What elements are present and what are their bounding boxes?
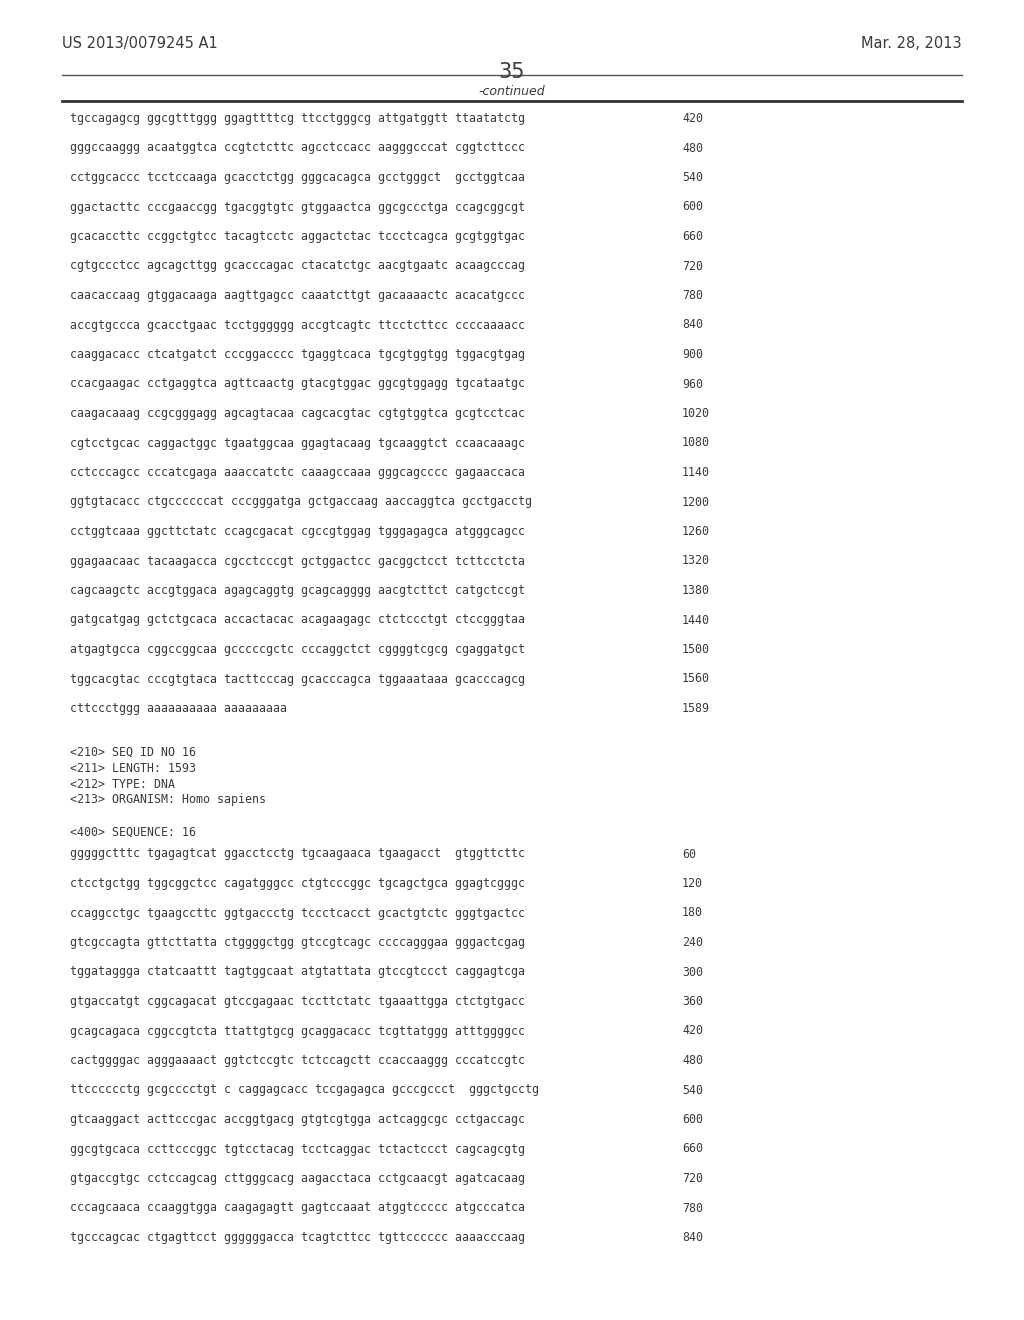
Text: 420: 420	[682, 112, 703, 125]
Text: 60: 60	[682, 847, 696, 861]
Text: 840: 840	[682, 1232, 703, 1243]
Text: 1589: 1589	[682, 702, 710, 715]
Text: 780: 780	[682, 289, 703, 302]
Text: gtcgccagta gttcttatta ctggggctgg gtccgtcagc ccccagggaa gggactcgag: gtcgccagta gttcttatta ctggggctgg gtccgtc…	[70, 936, 525, 949]
Text: 960: 960	[682, 378, 703, 391]
Text: tgccagagcg ggcgtttggg ggagttttcg ttcctgggcg attgatggtt ttaatatctg: tgccagagcg ggcgtttggg ggagttttcg ttcctgg…	[70, 112, 525, 125]
Text: cctcccagcc cccatcgaga aaaccatctc caaagccaaa gggcagcccc gagaaccaca: cctcccagcc cccatcgaga aaaccatctc caaagcc…	[70, 466, 525, 479]
Text: 900: 900	[682, 348, 703, 360]
Text: gggggctttc tgagagtcat ggacctcctg tgcaagaaca tgaagacct  gtggttcttc: gggggctttc tgagagtcat ggacctcctg tgcaaga…	[70, 847, 525, 861]
Text: 1500: 1500	[682, 643, 710, 656]
Text: 180: 180	[682, 907, 703, 920]
Text: gtgaccatgt cggcagacat gtccgagaac tccttctatc tgaaattgga ctctgtgacc: gtgaccatgt cggcagacat gtccgagaac tccttct…	[70, 995, 525, 1008]
Text: 300: 300	[682, 965, 703, 978]
Text: 1260: 1260	[682, 525, 710, 539]
Text: 1440: 1440	[682, 614, 710, 627]
Text: caacaccaag gtggacaaga aagttgagcc caaatcttgt gacaaaactc acacatgccc: caacaccaag gtggacaaga aagttgagcc caaatct…	[70, 289, 525, 302]
Text: ggactacttc cccgaaccgg tgacggtgtc gtggaactca ggcgccctga ccagcggcgt: ggactacttc cccgaaccgg tgacggtgtc gtggaac…	[70, 201, 525, 214]
Text: atgagtgcca cggccggcaa gcccccgctc cccaggctct cggggtcgcg cgaggatgct: atgagtgcca cggccggcaa gcccccgctc cccaggc…	[70, 643, 525, 656]
Text: <212> TYPE: DNA: <212> TYPE: DNA	[70, 777, 175, 791]
Text: 240: 240	[682, 936, 703, 949]
Text: cgtgccctcc agcagcttgg gcacccagac ctacatctgc aacgtgaatc acaagcccag: cgtgccctcc agcagcttgg gcacccagac ctacatc…	[70, 260, 525, 272]
Text: tggcacgtac cccgtgtaca tacttcccag gcacccagca tggaaataaa gcacccagcg: tggcacgtac cccgtgtaca tacttcccag gcaccca…	[70, 672, 525, 685]
Text: cccagcaaca ccaaggtgga caagagagtt gagtccaaat atggtccccc atgcccatca: cccagcaaca ccaaggtgga caagagagtt gagtcca…	[70, 1201, 525, 1214]
Text: tggataggga ctatcaattt tagtggcaat atgtattata gtccgtccct caggagtcga: tggataggga ctatcaattt tagtggcaat atgtatt…	[70, 965, 525, 978]
Text: 120: 120	[682, 876, 703, 890]
Text: 35: 35	[499, 62, 525, 82]
Text: 1200: 1200	[682, 495, 710, 508]
Text: 1380: 1380	[682, 583, 710, 597]
Text: caagacaaag ccgcgggagg agcagtacaa cagcacgtac cgtgtggtca gcgtcctcac: caagacaaag ccgcgggagg agcagtacaa cagcacg…	[70, 407, 525, 420]
Text: 780: 780	[682, 1201, 703, 1214]
Text: 1140: 1140	[682, 466, 710, 479]
Text: 540: 540	[682, 1084, 703, 1097]
Text: cttccctggg aaaaaaaaaa aaaaaaaaa: cttccctggg aaaaaaaaaa aaaaaaaaa	[70, 702, 287, 715]
Text: cctggtcaaa ggcttctatc ccagcgacat cgccgtggag tgggagagca atgggcagcc: cctggtcaaa ggcttctatc ccagcgacat cgccgtg…	[70, 525, 525, 539]
Text: <210> SEQ ID NO 16: <210> SEQ ID NO 16	[70, 746, 196, 759]
Text: gcagcagaca cggccgtcta ttattgtgcg gcaggacacc tcgttatggg atttggggcc: gcagcagaca cggccgtcta ttattgtgcg gcaggac…	[70, 1024, 525, 1038]
Text: ggagaacaac tacaagacca cgcctcccgt gctggactcc gacggctcct tcttcctcta: ggagaacaac tacaagacca cgcctcccgt gctggac…	[70, 554, 525, 568]
Text: caaggacacc ctcatgatct cccggacccc tgaggtcaca tgcgtggtgg tggacgtgag: caaggacacc ctcatgatct cccggacccc tgaggtc…	[70, 348, 525, 360]
Text: 480: 480	[682, 1053, 703, 1067]
Text: Mar. 28, 2013: Mar. 28, 2013	[861, 36, 962, 51]
Text: <213> ORGANISM: Homo sapiens: <213> ORGANISM: Homo sapiens	[70, 793, 266, 807]
Text: 1020: 1020	[682, 407, 710, 420]
Text: gggccaaggg acaatggtca ccgtctcttc agcctccacc aagggcccat cggtcttccc: gggccaaggg acaatggtca ccgtctcttc agcctcc…	[70, 141, 525, 154]
Text: 660: 660	[682, 1143, 703, 1155]
Text: 420: 420	[682, 1024, 703, 1038]
Text: cagcaagctc accgtggaca agagcaggtg gcagcagggg aacgtcttct catgctccgt: cagcaagctc accgtggaca agagcaggtg gcagcag…	[70, 583, 525, 597]
Text: 600: 600	[682, 1113, 703, 1126]
Text: gcacaccttc ccggctgtcc tacagtcctc aggactctac tccctcagca gcgtggtgac: gcacaccttc ccggctgtcc tacagtcctc aggactc…	[70, 230, 525, 243]
Text: cgtcctgcac caggactggc tgaatggcaa ggagtacaag tgcaaggtct ccaacaaagc: cgtcctgcac caggactggc tgaatggcaa ggagtac…	[70, 437, 525, 450]
Text: ttcccccctg gcgcccctgt c caggagcacc tccgagagca gcccgccct  gggctgcctg: ttcccccctg gcgcccctgt c caggagcacc tccga…	[70, 1084, 539, 1097]
Text: US 2013/0079245 A1: US 2013/0079245 A1	[62, 36, 218, 51]
Text: gtgaccgtgc cctccagcag cttgggcacg aagacctaca cctgcaacgt agatcacaag: gtgaccgtgc cctccagcag cttgggcacg aagacct…	[70, 1172, 525, 1185]
Text: <211> LENGTH: 1593: <211> LENGTH: 1593	[70, 762, 196, 775]
Text: ggcgtgcaca ccttcccggc tgtcctacag tcctcaggac tctactccct cagcagcgtg: ggcgtgcaca ccttcccggc tgtcctacag tcctcag…	[70, 1143, 525, 1155]
Text: 840: 840	[682, 318, 703, 331]
Text: 360: 360	[682, 995, 703, 1008]
Text: 1560: 1560	[682, 672, 710, 685]
Text: 600: 600	[682, 201, 703, 214]
Text: ctcctgctgg tggcggctcc cagatgggcc ctgtcccggc tgcagctgca ggagtcgggc: ctcctgctgg tggcggctcc cagatgggcc ctgtccc…	[70, 876, 525, 890]
Text: 720: 720	[682, 1172, 703, 1185]
Text: ccacgaagac cctgaggtca agttcaactg gtacgtggac ggcgtggagg tgcataatgc: ccacgaagac cctgaggtca agttcaactg gtacgtg…	[70, 378, 525, 391]
Text: 480: 480	[682, 141, 703, 154]
Text: 1080: 1080	[682, 437, 710, 450]
Text: 720: 720	[682, 260, 703, 272]
Text: 660: 660	[682, 230, 703, 243]
Text: ggtgtacacc ctgccccccat cccgggatga gctgaccaag aaccaggtca gcctgacctg: ggtgtacacc ctgccccccat cccgggatga gctgac…	[70, 495, 532, 508]
Text: <400> SEQUENCE: 16: <400> SEQUENCE: 16	[70, 825, 196, 838]
Text: ccaggcctgc tgaagccttc ggtgaccctg tccctcacct gcactgtctc gggtgactcc: ccaggcctgc tgaagccttc ggtgaccctg tccctca…	[70, 907, 525, 920]
Text: cctggcaccc tcctccaaga gcacctctgg gggcacagca gcctgggct  gcctggtcaa: cctggcaccc tcctccaaga gcacctctgg gggcaca…	[70, 172, 525, 183]
Text: tgcccagcac ctgagttcct ggggggacca tcagtcttcc tgttcccccc aaaacccaag: tgcccagcac ctgagttcct ggggggacca tcagtct…	[70, 1232, 525, 1243]
Text: -continued: -continued	[478, 84, 546, 98]
Text: 540: 540	[682, 172, 703, 183]
Text: accgtgccca gcacctgaac tcctgggggg accgtcagtc ttcctcttcc ccccaaaacc: accgtgccca gcacctgaac tcctgggggg accgtca…	[70, 318, 525, 331]
Text: cactggggac agggaaaact ggtctccgtc tctccagctt ccaccaaggg cccatccgtc: cactggggac agggaaaact ggtctccgtc tctccag…	[70, 1053, 525, 1067]
Text: 1320: 1320	[682, 554, 710, 568]
Text: gatgcatgag gctctgcaca accactacac acagaagagc ctctccctgt ctccgggtaa: gatgcatgag gctctgcaca accactacac acagaag…	[70, 614, 525, 627]
Text: gtcaaggact acttcccgac accggtgacg gtgtcgtgga actcaggcgc cctgaccagc: gtcaaggact acttcccgac accggtgacg gtgtcgt…	[70, 1113, 525, 1126]
